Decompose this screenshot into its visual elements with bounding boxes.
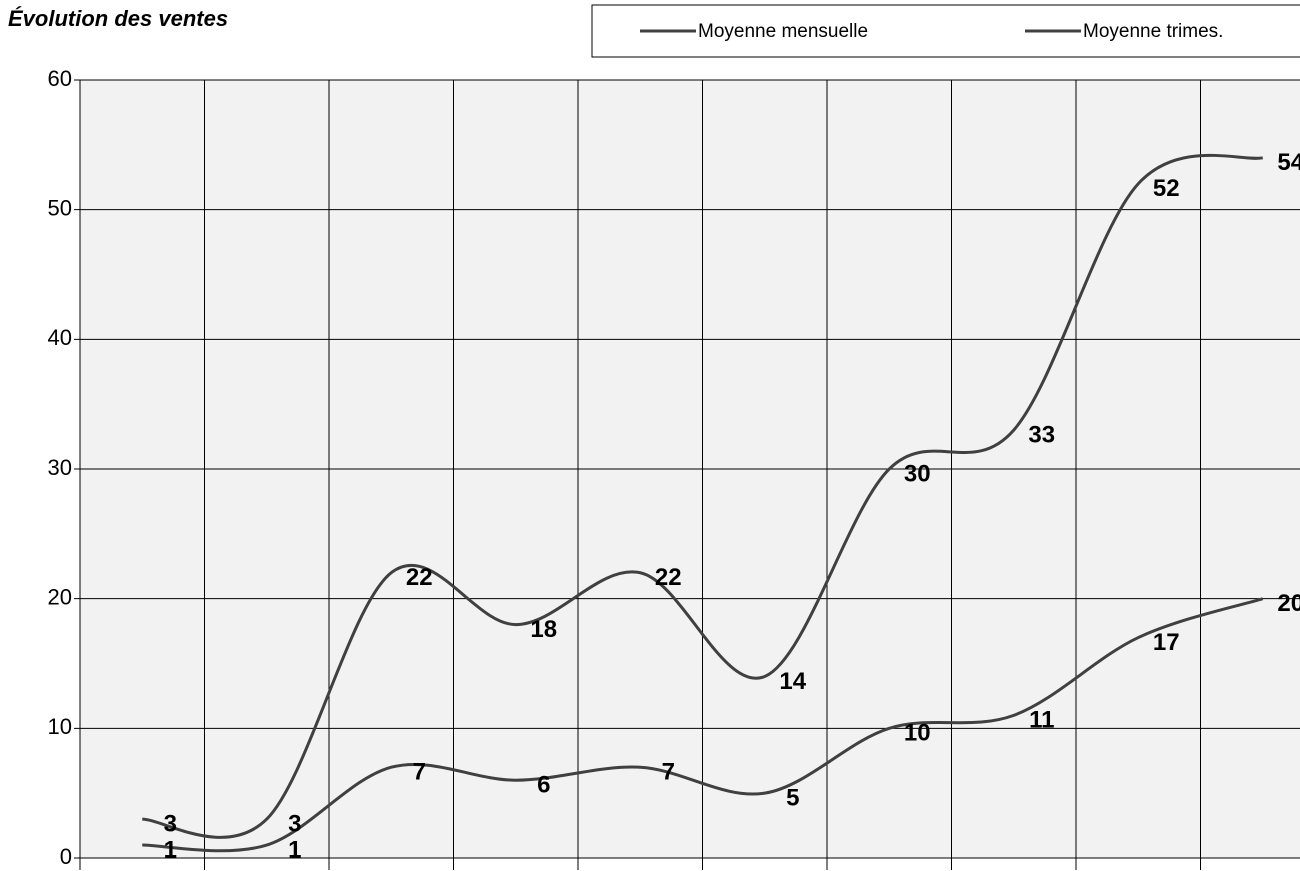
data-label: 10 <box>904 720 931 747</box>
data-label: 1 <box>164 836 177 863</box>
line-series <box>142 153 1264 839</box>
data-label: 30 <box>904 460 931 487</box>
line-series <box>142 597 1264 853</box>
y-tick-label: 10 <box>48 714 72 739</box>
data-label: 1 <box>288 836 301 863</box>
data-label: 52 <box>1153 175 1180 202</box>
y-tick-label: 30 <box>48 455 72 480</box>
data-label: 22 <box>406 564 433 591</box>
y-tick-label: 0 <box>60 844 72 869</box>
data-label: 3 <box>164 810 177 837</box>
data-label: 14 <box>779 668 806 695</box>
legend-label: Moyenne trimes. <box>1083 21 1223 42</box>
legend-box <box>591 4 1300 58</box>
chart-title: Évolution des ventes <box>8 6 228 31</box>
y-tick-label: 40 <box>48 325 72 350</box>
data-label: 3 <box>288 810 301 837</box>
legend-label: Moyenne mensuelle <box>698 21 868 42</box>
data-label: 20 <box>1277 590 1300 617</box>
data-label: 5 <box>786 785 799 812</box>
data-label: 22 <box>655 564 682 591</box>
y-tick-label: 50 <box>48 195 72 220</box>
data-label: 6 <box>537 772 550 799</box>
data-label: 7 <box>662 759 675 786</box>
data-label: 54 <box>1277 149 1300 176</box>
data-label: 7 <box>413 759 426 786</box>
y-tick-label: 60 <box>48 66 72 91</box>
data-label: 33 <box>1028 421 1055 448</box>
data-label: 18 <box>530 616 557 643</box>
data-label: 11 <box>1029 707 1054 734</box>
y-tick-label: 20 <box>48 584 72 609</box>
data-label: 17 <box>1153 629 1180 656</box>
